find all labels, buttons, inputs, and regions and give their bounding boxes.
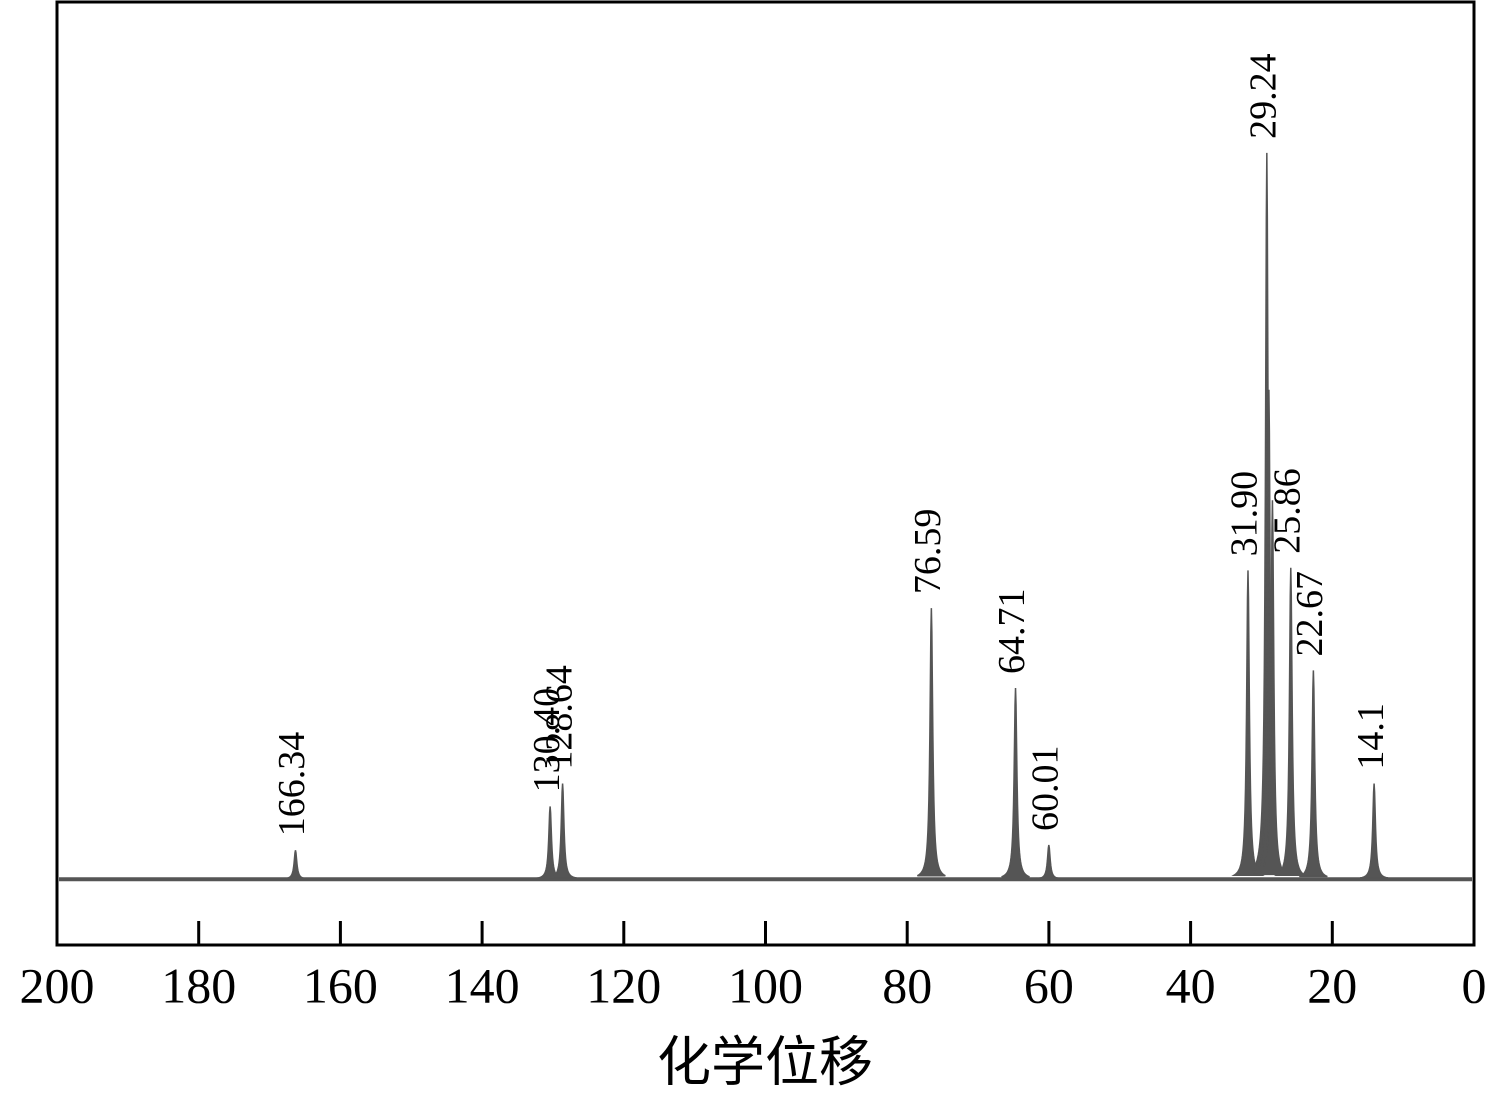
peak-label: 64.71 bbox=[991, 588, 1033, 674]
peak-label: 29.24 bbox=[1243, 53, 1285, 139]
x-tick-label: 80 bbox=[882, 957, 932, 1013]
x-axis-label: 化学位移 bbox=[657, 1032, 873, 1092]
peak bbox=[1231, 570, 1265, 876]
peak-label: 25.86 bbox=[1267, 468, 1309, 554]
x-tick-label: 20 bbox=[1307, 957, 1357, 1013]
peak-label: 76.59 bbox=[907, 509, 949, 595]
peak bbox=[1001, 687, 1030, 878]
peak bbox=[1299, 670, 1328, 878]
x-tick-label: 40 bbox=[1166, 957, 1216, 1013]
x-tick-label: 140 bbox=[445, 957, 520, 1013]
peak bbox=[281, 850, 310, 880]
peak-label: 31.90 bbox=[1224, 471, 1266, 557]
peak-label: 22.67 bbox=[1289, 571, 1331, 657]
x-tick-label: 100 bbox=[728, 957, 803, 1013]
x-tick-label: 200 bbox=[20, 957, 95, 1013]
peak bbox=[548, 783, 577, 879]
peak bbox=[1034, 844, 1063, 880]
x-tick-label: 60 bbox=[1024, 957, 1074, 1013]
x-tick-label: 120 bbox=[586, 957, 661, 1013]
peak bbox=[917, 608, 946, 877]
x-tick-label: 180 bbox=[161, 957, 236, 1013]
peak-label: 60.01 bbox=[1025, 745, 1067, 831]
peak-label: 14.1 bbox=[1350, 703, 1392, 770]
peak-label: 128.64 bbox=[538, 665, 580, 770]
peak-label: 130.40 bbox=[526, 688, 568, 793]
peak-label: 166.34 bbox=[271, 732, 313, 837]
x-tick-label: 160 bbox=[303, 957, 378, 1013]
x-tick-label: 0 bbox=[1462, 957, 1487, 1013]
peak bbox=[1359, 783, 1389, 879]
peak bbox=[1273, 567, 1308, 876]
